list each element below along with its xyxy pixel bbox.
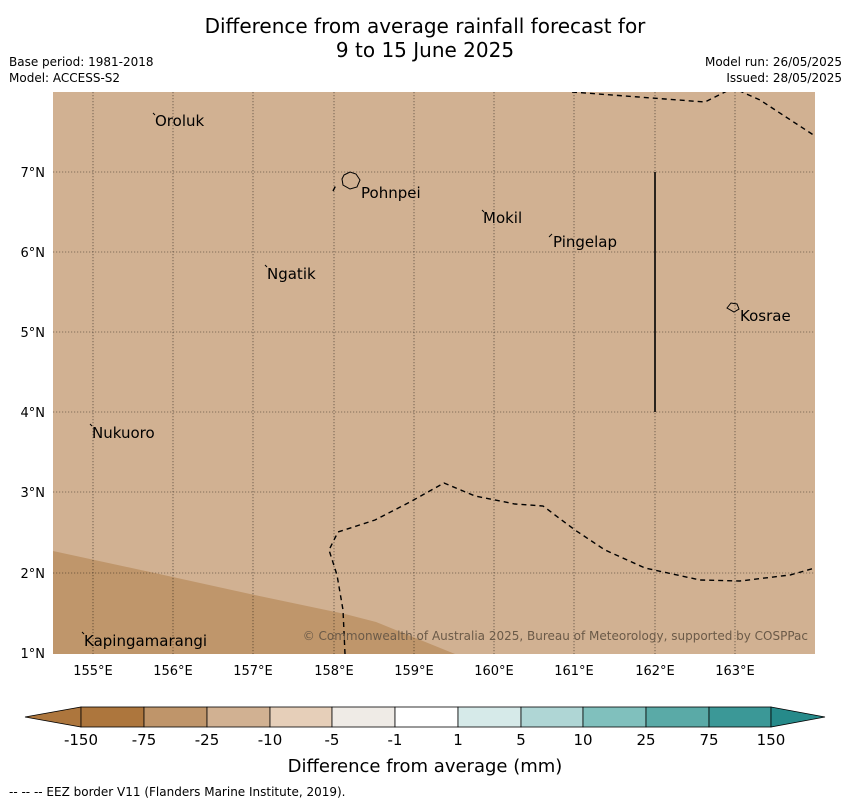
lat-tick: 1°N — [21, 647, 46, 662]
place-label-kapingamarangi: Kapingamarangi — [84, 632, 207, 650]
colorbar-segment — [457, 706, 522, 728]
model-label: Model: ACCESS-S2 — [9, 71, 121, 85]
colorbar — [24, 706, 826, 728]
eez-border-south — [328, 482, 815, 654]
meta-right: Model run: 26/05/2025 Issued: 28/05/2025 — [705, 54, 842, 86]
eez-borders — [328, 92, 815, 654]
colorbar-ticks: -150 -75 -25 -10 -5 -1 1 5 10 25 75 150 — [64, 731, 785, 749]
colorbar-tick: -75 — [132, 731, 157, 749]
map-panel: Oroluk Pohnpei Mokil Pingelap Ngatik Kos… — [53, 92, 815, 654]
place-label-nukuoro: Nukuoro — [92, 424, 155, 442]
model-run-label: Model run: 26/05/2025 — [704, 55, 842, 69]
colorbar-segment — [708, 706, 772, 728]
colorbar-segment — [206, 706, 271, 728]
map-background — [53, 92, 815, 654]
ngatik-atoll-mark — [264, 264, 268, 268]
place-label-kosrae: Kosrae — [740, 307, 791, 325]
colorbar-tick: -150 — [64, 731, 98, 749]
colorbar-tick: -10 — [258, 731, 283, 749]
colorbar-high-extension — [770, 706, 826, 728]
colorbar-segment — [394, 706, 459, 728]
place-label-mokil: Mokil — [483, 209, 522, 227]
colorbar-segment — [80, 706, 145, 728]
pohnpei-island-outline — [341, 171, 361, 190]
place-label-pingelap: Pingelap — [553, 233, 617, 251]
kosrae-island-outline — [726, 302, 740, 313]
issued-label: Issued: 28/05/2025 — [726, 71, 842, 85]
place-label-ngatik: Ngatik — [267, 265, 316, 283]
lon-tick: 159°E — [394, 664, 434, 679]
colorbar-tick: 1 — [453, 731, 463, 749]
mokil-atoll-mark — [481, 209, 485, 213]
copyright-notice: © Commonwealth of Australia 2025, Bureau… — [303, 629, 808, 643]
latitude-ticks: 7°N 6°N 5°N 4°N 3°N 2°N 1°N — [21, 166, 46, 662]
longitude-ticks: 155°E 156°E 157°E 158°E 159°E 160°E 161°… — [73, 664, 755, 679]
lon-tick: 156°E — [153, 664, 193, 679]
colorbar-tick: 5 — [516, 731, 526, 749]
pingelap-atoll-mark — [548, 233, 553, 238]
colorbar-low-extension — [24, 706, 82, 728]
base-period-label: Base period: 1981-2018 — [9, 55, 154, 69]
lon-tick: 162°E — [635, 664, 675, 679]
colorbar-tick: -25 — [195, 731, 220, 749]
nukuoro-atoll-mark — [89, 423, 93, 427]
colorbar-segment — [143, 706, 208, 728]
lat-tick: 4°N — [21, 406, 46, 421]
colorbar-tick: 150 — [757, 731, 786, 749]
eez-border-fragment — [332, 184, 337, 192]
eez-legend-footer: -- -- -- EEZ border V11 (Flanders Marine… — [9, 785, 346, 799]
title-line-2: 9 to 15 June 2025 — [335, 38, 515, 62]
place-label-pohnpei: Pohnpei — [361, 184, 421, 202]
colorbar-tick: 25 — [636, 731, 655, 749]
lat-tick: 2°N — [21, 567, 46, 582]
lon-tick: 158°E — [314, 664, 354, 679]
colorbar-label: Difference from average (mm) — [288, 756, 563, 777]
colorbar-segment — [331, 706, 396, 728]
meta-left: Base period: 1981-2018 Model: ACCESS-S2 — [9, 54, 154, 86]
colorbar-tick: 75 — [699, 731, 718, 749]
lat-tick: 5°N — [21, 326, 46, 341]
colorbar-tick: -5 — [325, 731, 340, 749]
lon-tick: 161°E — [554, 664, 594, 679]
lat-tick: 6°N — [21, 246, 46, 261]
colorbar-segment — [582, 706, 647, 728]
eez-border-north — [571, 92, 815, 137]
place-label-oroluk: Oroluk — [155, 112, 204, 130]
colorbar-tick: -1 — [388, 731, 403, 749]
lon-tick: 160°E — [474, 664, 514, 679]
oroluk-atoll-mark — [152, 112, 156, 116]
colorbar-tick: 10 — [573, 731, 592, 749]
gridlines — [53, 92, 815, 654]
map-title: Difference from average rainfall forecas… — [0, 14, 850, 62]
lon-tick: 157°E — [233, 664, 273, 679]
lon-tick: 155°E — [73, 664, 113, 679]
lat-tick: 3°N — [21, 486, 46, 501]
lat-tick: 7°N — [21, 166, 46, 181]
islands — [81, 112, 740, 635]
colorbar-segment — [269, 706, 333, 728]
kapingamarangi-atoll-mark — [81, 631, 85, 635]
lon-tick: 163°E — [715, 664, 755, 679]
title-line-1: Difference from average rainfall forecas… — [204, 14, 646, 38]
colorbar-segment — [520, 706, 584, 728]
colorbar-segment — [645, 706, 710, 728]
darker-rainfall-region — [53, 551, 455, 654]
